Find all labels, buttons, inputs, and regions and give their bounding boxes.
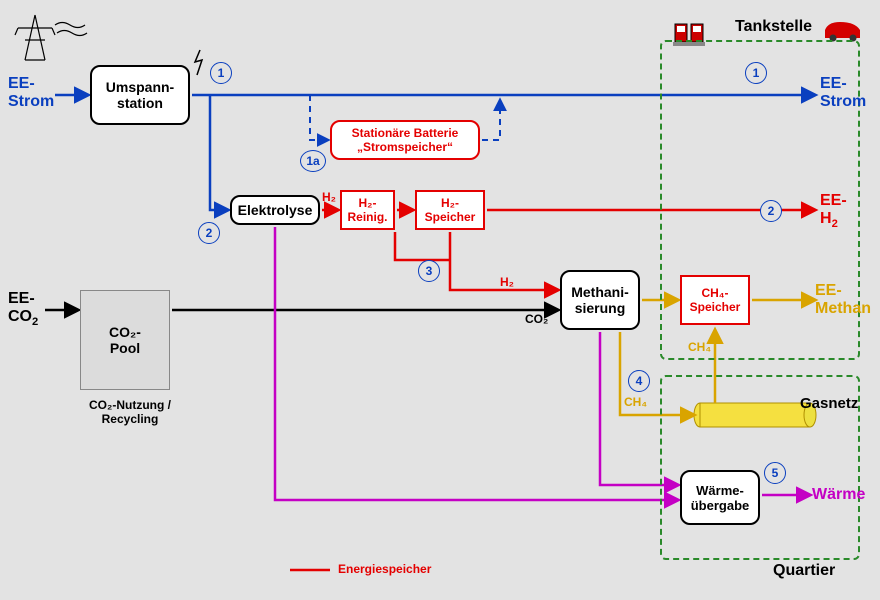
step-1-out: 1 <box>745 62 767 84</box>
car-icon <box>825 22 860 42</box>
co2-label: CO₂ <box>525 312 548 326</box>
umspann-box: Umspann- station <box>90 65 190 125</box>
gasnetz-title: Gasnetz <box>800 395 858 412</box>
h2-label-1: H₂ <box>322 190 336 204</box>
ch4-label-1: CH₄ <box>624 395 647 409</box>
input-ee-strom: EE- Strom <box>8 75 54 111</box>
output-ee-strom: EE- Strom <box>820 75 866 111</box>
power-pylon-icon <box>15 15 87 60</box>
step-1: 1 <box>210 62 232 84</box>
step-2: 2 <box>198 222 220 244</box>
batterie-box: Stationäre Batterie „Stromspeicher“ <box>330 120 480 160</box>
tankstelle-title: Tankstelle <box>735 18 812 36</box>
output-ee-h2: EE-H2 <box>820 192 847 230</box>
step-5: 5 <box>764 462 786 484</box>
step-1a: 1a <box>300 150 326 172</box>
methanisierung-box: Methani- sierung <box>560 270 640 330</box>
lightning-icon <box>195 50 202 75</box>
h2reinig-box: H₂- Reinig. <box>340 190 395 230</box>
ch4speicher-box: CH₄- Speicher <box>680 275 750 325</box>
step-4: 4 <box>628 370 650 392</box>
output-ee-methan: EE- Methan <box>815 282 871 318</box>
waermeuebergabe-box: Wärme- übergabe <box>680 470 760 525</box>
energiespeicher-legend: Energiespeicher <box>338 562 431 576</box>
step-2-out: 2 <box>760 200 782 222</box>
h2speicher-box: H₂- Speicher <box>415 190 485 230</box>
step-3: 3 <box>418 260 440 282</box>
quartier-title: Quartier <box>773 562 835 580</box>
co2nutzung-label: CO₂-Nutzung / Recycling <box>80 398 180 426</box>
co2pool-box: CO₂- Pool <box>80 290 170 390</box>
input-ee-co2: EE-CO2 <box>8 290 38 328</box>
output-waerme: Wärme <box>812 486 865 504</box>
ch4-label-2: CH₄ <box>688 340 711 354</box>
h2-label-2: H₂ <box>500 275 514 289</box>
elektrolyse-box: Elektrolyse <box>230 195 320 225</box>
